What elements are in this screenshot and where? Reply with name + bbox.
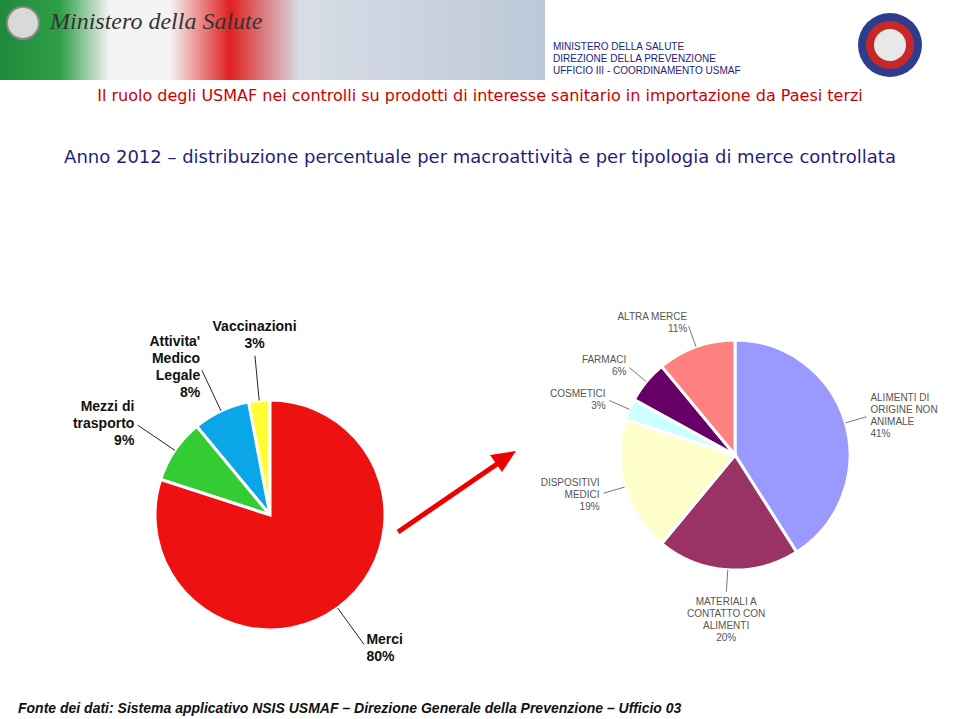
- svg-text:DISPOSITIVIMEDICI19%: DISPOSITIVIMEDICI19%: [541, 477, 600, 512]
- html-text:UFFICIO III - COORDINAMENTO US: UFFICIO III - COORDINAMENTO USMAF: [553, 65, 741, 76]
- html-text:Anno 2012 – distribuzione perc: Anno 2012 – distribuzione percentuale pe…: [64, 146, 896, 167]
- html-text:DIREZIONE DELLA PREVENZIONE: DIREZIONE DELLA PREVENZIONE: [553, 53, 716, 64]
- svg-text:COSMETICI3%: COSMETICI3%: [550, 388, 606, 411]
- svg-text:MATERIALI ACONTATTO CONALIMENT: MATERIALI ACONTATTO CONALIMENTI20%: [687, 596, 765, 643]
- svg-text:Attivita'MedicoLegale8%: Attivita'MedicoLegale8%: [149, 333, 200, 400]
- svg-text:FARMACI6%: FARMACI6%: [582, 354, 627, 377]
- svg-text:Merci80%: Merci80%: [366, 631, 403, 664]
- svg-text:Mezzi ditrasporto9%: Mezzi ditrasporto9%: [73, 398, 135, 448]
- svg-text:ALTRA MERCE11%: ALTRA MERCE11%: [617, 311, 687, 334]
- html-text:Ministero della Salute: Ministero della Salute: [50, 8, 263, 34]
- html-text:Fonte dei dati: Sistema applic: Fonte dei dati: Sistema applicativo NSIS…: [18, 700, 682, 716]
- svg-text:Vaccinazioni3%: Vaccinazioni3%: [213, 318, 297, 351]
- svg-text:ALIMENTI DIORIGINE NONANIMALE4: ALIMENTI DIORIGINE NONANIMALE41%: [870, 392, 937, 439]
- html-text:MINISTERO DELLA SALUTE: MINISTERO DELLA SALUTE: [553, 41, 685, 52]
- html-text:Il ruolo degli USMAF nei contr: Il ruolo degli USMAF nei controlli su pr…: [97, 86, 863, 105]
